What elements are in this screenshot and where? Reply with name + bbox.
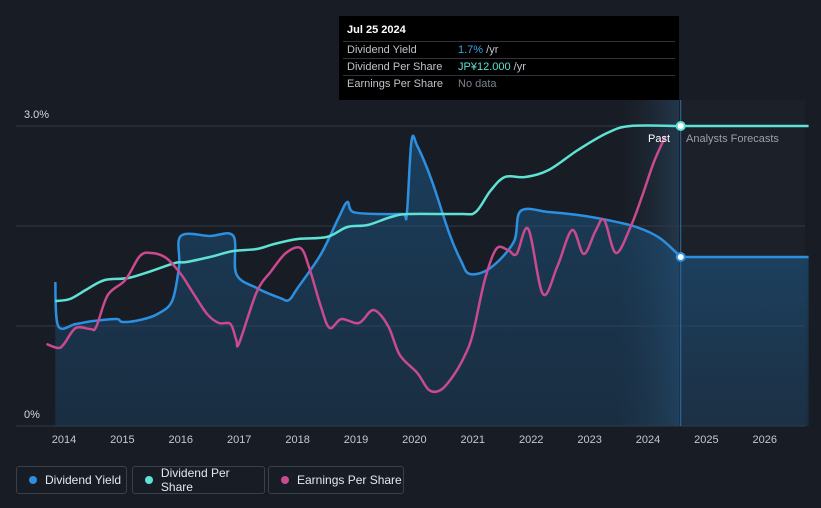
legend-label: Dividend Per Share bbox=[161, 466, 264, 494]
legend-dividend-per-share[interactable]: Dividend Per Share bbox=[132, 466, 265, 494]
x-tick-label: 2022 bbox=[519, 434, 543, 446]
tooltip-unit: /yr bbox=[483, 44, 498, 56]
x-tick-label: 2025 bbox=[694, 434, 718, 446]
x-tick-label: 2023 bbox=[577, 434, 601, 446]
x-tick-label: 2020 bbox=[402, 434, 426, 446]
tooltip-value: JP¥12.000 bbox=[458, 61, 511, 73]
tooltip-value: No data bbox=[458, 78, 497, 90]
x-tick-label: 2018 bbox=[285, 434, 309, 446]
x-tick-label: 2024 bbox=[636, 434, 660, 446]
past-label: Past bbox=[648, 133, 670, 145]
tooltip-unit: /yr bbox=[511, 61, 526, 73]
y-tick-label: 0% bbox=[24, 409, 40, 421]
tooltip-label: Earnings Per Share bbox=[347, 78, 443, 90]
x-tick-label: 2019 bbox=[344, 434, 368, 446]
tooltip-row-dividend-per-share: Dividend Per Share JP¥12.000 /yr bbox=[343, 58, 675, 76]
legend-dividend-yield[interactable]: Dividend Yield bbox=[16, 466, 127, 494]
dividend-per-share-marker bbox=[677, 122, 685, 130]
dividend-yield-forecast-area bbox=[681, 257, 809, 426]
legend-earnings-per-share[interactable]: Earnings Per Share bbox=[268, 466, 404, 494]
x-tick-label: 2016 bbox=[169, 434, 193, 446]
dividend-yield-marker bbox=[677, 253, 685, 261]
tooltip-value: 1.7% bbox=[458, 44, 483, 56]
tooltip-row-earnings-per-share: Earnings Per Share No data bbox=[343, 75, 675, 93]
legend-label: Earnings Per Share bbox=[297, 473, 402, 487]
tooltip-date: Jul 25 2024 bbox=[347, 24, 406, 36]
x-tick-label: 2015 bbox=[110, 434, 134, 446]
legend-label: Dividend Yield bbox=[45, 473, 121, 487]
legend-dot-icon bbox=[281, 476, 289, 484]
x-tick-label: 2014 bbox=[52, 434, 76, 446]
tooltip: Jul 25 2024 Dividend Yield 1.7% /yr Divi… bbox=[339, 16, 679, 100]
tooltip-row-dividend-yield: Dividend Yield 1.7% /yr bbox=[343, 41, 675, 59]
x-tick-label: 2021 bbox=[461, 434, 485, 446]
tooltip-label: Dividend Per Share bbox=[347, 61, 442, 73]
x-tick-label: 2017 bbox=[227, 434, 251, 446]
dividend-yield-area bbox=[55, 136, 680, 426]
legend-dot-icon bbox=[29, 476, 37, 484]
tooltip-label: Dividend Yield bbox=[347, 44, 417, 56]
forecast-label: Analysts Forecasts bbox=[686, 133, 779, 145]
legend-dot-icon bbox=[145, 476, 153, 484]
y-tick-label: 3.0% bbox=[24, 109, 49, 121]
x-tick-label: 2026 bbox=[753, 434, 777, 446]
